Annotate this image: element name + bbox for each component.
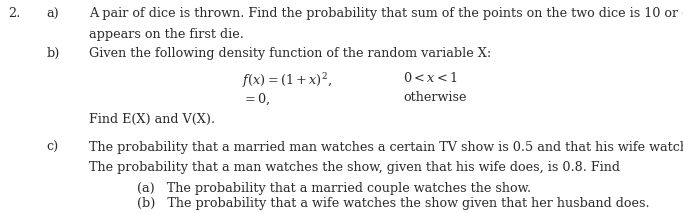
Text: The probability that a man watches the show, given that his wife does, is 0.8. F: The probability that a man watches the s… [89, 161, 619, 174]
Text: 2.: 2. [8, 7, 20, 20]
Text: The probability that a married man watches a certain TV show is 0.5 and that his: The probability that a married man watch… [89, 141, 683, 154]
Text: Given the following density function of the random variable X:: Given the following density function of … [89, 47, 491, 60]
Text: (b)   The probability that a wife watches the show given that her husband does.: (b) The probability that a wife watches … [137, 197, 650, 210]
Text: b): b) [46, 47, 60, 60]
Text: Find E(X) and V(X).: Find E(X) and V(X). [89, 113, 215, 126]
Text: otherwise: otherwise [403, 91, 466, 104]
Text: $0 < \mathit{x} < 1$: $0 < \mathit{x} < 1$ [403, 71, 458, 85]
Text: A pair of dice is thrown. Find the probability that sum of the points on the two: A pair of dice is thrown. Find the proba… [89, 7, 683, 20]
Text: appears on the first die.: appears on the first die. [89, 28, 244, 41]
Text: $\mathit{f}(\mathit{x}) = (1+\mathit{x})^2,$: $\mathit{f}(\mathit{x}) = (1+\mathit{x})… [242, 71, 333, 90]
Text: a): a) [46, 7, 59, 20]
Text: (a)   The probability that a married couple watches the show.: (a) The probability that a married coupl… [137, 182, 531, 195]
Text: c): c) [46, 141, 59, 154]
Text: $= 0,$: $= 0,$ [242, 91, 271, 107]
